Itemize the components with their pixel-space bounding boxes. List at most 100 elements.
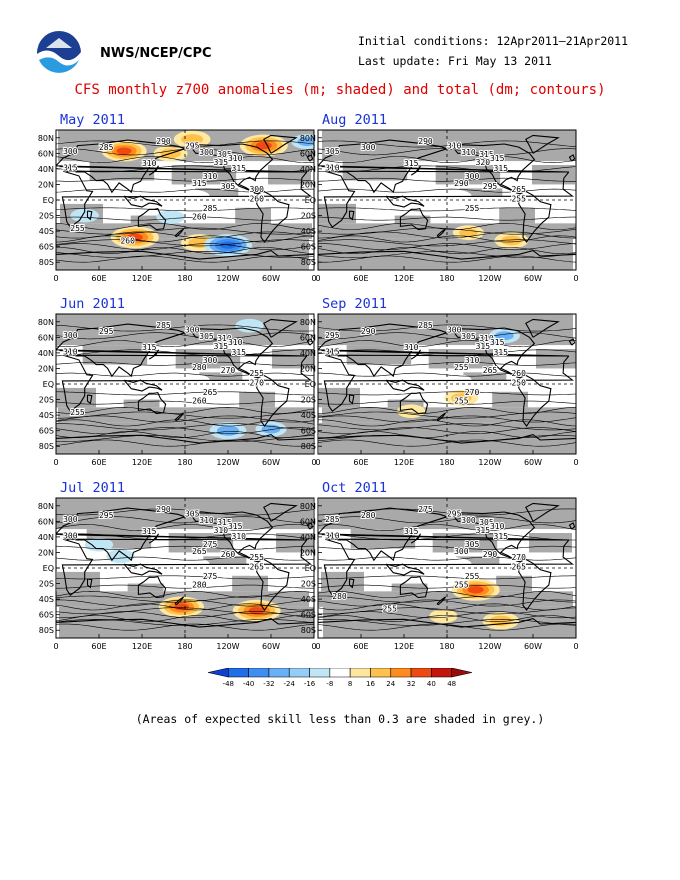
coastline	[148, 349, 159, 360]
contour-label: 310	[404, 343, 419, 352]
positive-anomaly	[126, 233, 143, 241]
height-contour	[318, 216, 576, 221]
longitude-label: 60E	[91, 642, 106, 651]
contour-label: 265	[249, 563, 264, 572]
contour-label: 310	[447, 142, 462, 151]
contour-label: 310	[461, 148, 476, 157]
longitude-label: 0	[53, 458, 58, 467]
contour-label: 270	[511, 553, 526, 562]
longitude-label: 60W	[262, 642, 280, 651]
contour-label: 280	[361, 511, 376, 520]
positive-anomaly	[459, 228, 478, 238]
longitude-label: 180	[177, 458, 192, 467]
longitude-label: 0	[311, 274, 316, 283]
low-skill-region	[529, 533, 572, 553]
coastline	[318, 507, 569, 562]
longitude-label: 120E	[132, 274, 152, 283]
longitude-label: 120E	[394, 274, 414, 283]
contour-label: 315	[476, 526, 491, 535]
coastline	[385, 195, 425, 208]
contour-label: 300	[63, 147, 78, 156]
coastline	[123, 195, 163, 208]
negative-anomaly	[297, 137, 314, 147]
colorbar-swatch	[248, 668, 270, 678]
contour-label: 260	[511, 369, 526, 378]
longitude-label: 0	[53, 274, 58, 283]
contour-label: 260	[221, 550, 236, 559]
panel-title: Jun 2011	[60, 296, 126, 312]
height-contour	[56, 419, 314, 427]
latitude-label: 20N	[300, 548, 316, 557]
contour-label: 315	[479, 150, 494, 159]
coastline	[410, 533, 421, 544]
longitude-label: 0	[315, 642, 320, 651]
coastline	[518, 558, 552, 611]
coastline	[348, 210, 355, 221]
coastline	[323, 538, 575, 596]
longitude-label: 120W	[216, 274, 239, 283]
longitude-label: 0	[573, 274, 578, 283]
noaa-logo	[37, 31, 81, 76]
contour-label: 315	[214, 342, 229, 351]
height-contour	[56, 140, 314, 148]
contour-label: 285	[325, 515, 340, 524]
coastline	[263, 318, 298, 338]
skill-region-clear	[501, 196, 530, 208]
latitude-label: EQ	[305, 196, 316, 205]
contour-label: 275	[418, 505, 433, 514]
low-skill-region	[391, 583, 428, 592]
longitude-label: 120W	[478, 642, 501, 651]
skill-region-clear	[428, 387, 447, 404]
positive-anomaly	[467, 586, 484, 594]
low-skill-region	[123, 399, 160, 408]
low-skill-region	[56, 387, 96, 408]
contour-label: 280	[192, 580, 207, 589]
colorbar-swatch	[329, 668, 351, 678]
positive-anomaly	[116, 147, 132, 155]
latitude-label: 20S	[301, 396, 316, 405]
initial-conditions: Initial conditions: 12Apr2011–21Apr2011	[358, 34, 629, 48]
latitude-label: 80S	[301, 442, 316, 451]
contour-label: 290	[156, 505, 171, 514]
colorbar-swatch	[228, 668, 249, 678]
colorbar-tick-label: 48	[447, 680, 456, 688]
latitude-label: 80S	[301, 626, 316, 635]
height-contour	[56, 423, 314, 431]
contour-label: 305	[465, 540, 480, 549]
contour-label: 285	[99, 143, 114, 152]
contour-label: 250	[511, 379, 526, 388]
contour-label: 310	[325, 531, 340, 540]
low-skill-region	[235, 207, 271, 224]
colorbar-tick-label: 32	[407, 680, 416, 688]
height-contour	[318, 340, 576, 348]
colorbar-tick-label: 40	[427, 680, 436, 688]
height-contour	[318, 595, 576, 603]
skill-region-clear	[334, 560, 349, 572]
coastline	[61, 538, 313, 596]
latitude-label: 80N	[38, 502, 54, 511]
coastline	[399, 207, 429, 231]
contour-label: 300	[63, 515, 78, 524]
contour-label: 300	[63, 531, 78, 540]
latitude-label: 80N	[38, 318, 54, 327]
height-contour	[56, 611, 314, 619]
height-contour	[318, 611, 576, 619]
contour-label: 305	[185, 510, 200, 519]
contour-label: 315	[476, 342, 491, 351]
coastline	[399, 575, 429, 599]
latitude-label: 60S	[301, 427, 316, 436]
contour-label: 260	[192, 396, 207, 405]
coastline	[56, 617, 314, 628]
contour-label: 305	[221, 182, 236, 191]
longitude-label: 120E	[394, 458, 414, 467]
coastline	[56, 139, 307, 194]
colorbar-swatch	[390, 668, 412, 678]
contour-label: 310	[479, 334, 494, 343]
contour-label: 310	[325, 163, 340, 172]
contour-label: 305	[217, 150, 232, 159]
low-skill-region	[322, 407, 576, 423]
latitude-label: 40N	[300, 349, 316, 358]
latitude-label: 80N	[300, 502, 316, 511]
contour-label: 300	[447, 326, 462, 335]
